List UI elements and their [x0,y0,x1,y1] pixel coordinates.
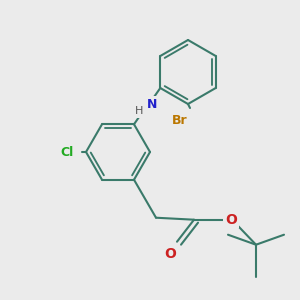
Text: H: H [135,106,143,116]
Text: O: O [164,247,176,261]
Text: Br: Br [172,115,188,128]
Text: O: O [225,213,237,227]
Text: N: N [147,98,157,111]
Text: Cl: Cl [60,146,74,158]
